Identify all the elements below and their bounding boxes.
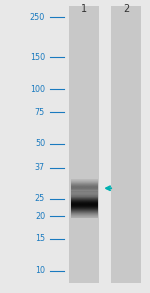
Text: 50: 50 bbox=[35, 139, 45, 149]
Bar bbox=[111, 6, 141, 283]
Text: 15: 15 bbox=[35, 234, 45, 243]
Text: 75: 75 bbox=[35, 108, 45, 117]
Text: 10: 10 bbox=[35, 266, 45, 275]
Text: 1: 1 bbox=[81, 4, 87, 14]
Text: 250: 250 bbox=[30, 13, 45, 22]
Text: 150: 150 bbox=[30, 53, 45, 62]
Bar bbox=[69, 6, 99, 283]
Text: 20: 20 bbox=[35, 212, 45, 221]
Text: 100: 100 bbox=[30, 85, 45, 94]
Text: 25: 25 bbox=[35, 194, 45, 203]
Text: 37: 37 bbox=[35, 163, 45, 172]
Text: 2: 2 bbox=[123, 4, 129, 14]
